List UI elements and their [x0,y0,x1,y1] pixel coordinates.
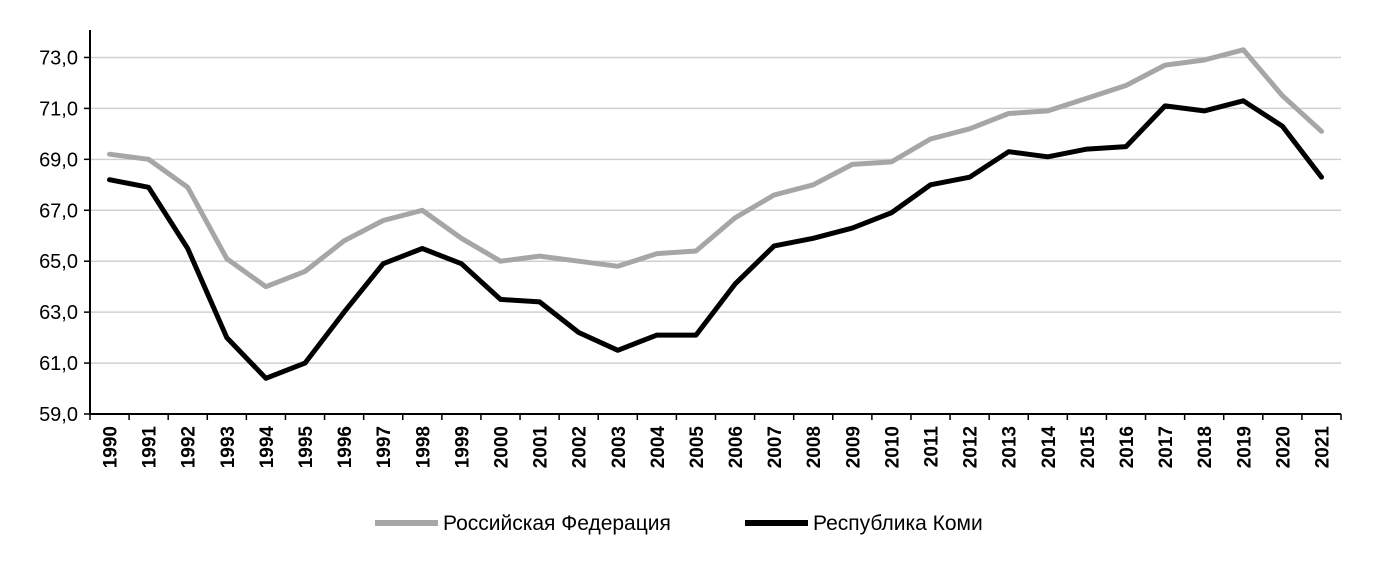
x-tick-label: 1996 [335,426,356,468]
x-tick-label: 1994 [257,426,278,469]
x-tick-label: 1999 [452,426,473,468]
x-tick-label: 1997 [374,426,395,468]
x-tick-label: 2006 [726,426,747,468]
x-tick-label: 2010 [882,426,903,468]
x-tick-label: 2002 [570,426,591,468]
x-axis-tick-labels: 1990 1991 1992 1993 1994 1995 1996 1997 1998 1999… [101,426,1334,469]
y-tick-label: 63,0 [39,302,78,324]
x-tick-label: 2016 [1117,426,1138,468]
x-tick-label: 2020 [1273,426,1294,468]
x-tick-label: 2015 [1078,426,1099,469]
x-tick-label: 1991 [140,426,161,469]
y-tick-label: 73,0 [39,47,78,69]
y-tick-label: 59,0 [39,404,78,426]
x-tick-label: 2011 [922,426,943,468]
x-tick-label: 2012 [961,426,982,468]
x-tick-label: 2009 [843,426,864,468]
x-tick-label: 2003 [609,426,630,468]
x-tick-label: 1995 [296,426,317,469]
x-tick-label: 1990 [101,426,122,468]
x-tick-label: 2004 [648,426,669,469]
x-tick-label: 2014 [1039,426,1060,469]
legend-label-komi-republic: Республика Коми [813,512,983,535]
x-tick-label: 2013 [1000,426,1021,468]
x-tick-label: 2021 [1312,426,1333,469]
y-tick-label: 69,0 [39,149,78,171]
x-tick-label: 2019 [1234,426,1255,468]
y-tick-label: 71,0 [39,98,78,120]
y-tick-label: 61,0 [39,353,78,375]
y-tick-label: 67,0 [39,200,78,222]
x-tick-label: 1993 [218,426,239,468]
x-tick-label: 2000 [491,426,512,468]
x-tick-label: 2008 [804,426,825,468]
x-tick-label: 2005 [687,426,708,469]
series-lines [107,47,1324,381]
y-axis-tick-labels: 59,0 61,0 63,0 65,0 67,0 69,0 71,0 73,0 [39,47,78,426]
x-tick-label: 1998 [413,426,434,468]
series-line-russian-federation [107,47,1324,290]
x-tick-label: 2001 [531,426,552,469]
x-tick-label: 2018 [1195,426,1216,468]
x-tick-label: 2007 [765,426,786,468]
gridlines [90,56,1341,364]
x-tick-label: 1992 [179,426,200,468]
axes [84,30,1342,420]
x-tick-label: 2017 [1156,426,1177,468]
series-line-komi-republic [107,98,1324,381]
legend-label-russian-federation: Российская Федерация [443,512,671,535]
y-tick-label: 65,0 [39,251,78,273]
legend: Российская Федерация Республика Коми [375,512,983,535]
